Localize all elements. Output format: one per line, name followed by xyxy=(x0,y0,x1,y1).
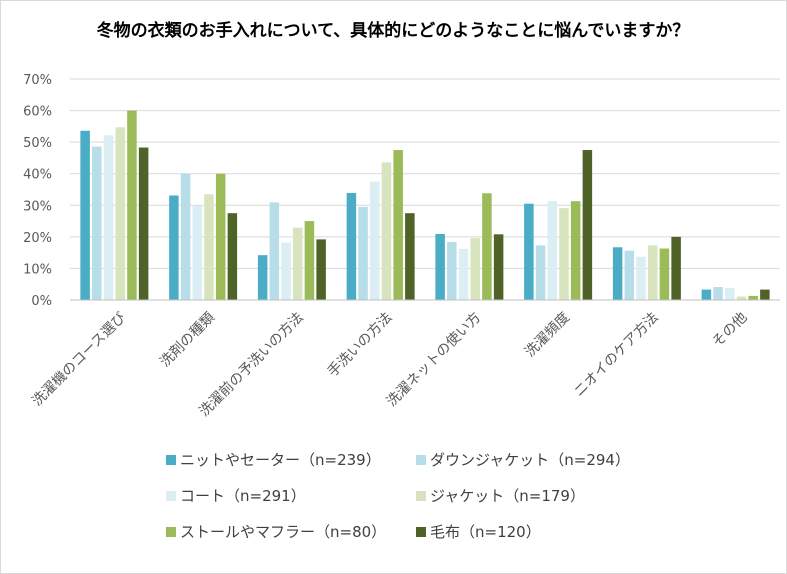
category-label: 洗剤の種類 xyxy=(157,310,218,371)
bar xyxy=(281,242,291,300)
bar xyxy=(636,256,646,300)
bar xyxy=(559,208,569,300)
bar xyxy=(115,127,125,300)
legend-label: コート（n=291） xyxy=(180,487,306,505)
bar xyxy=(346,192,357,300)
legend-label: ストールやマフラー（n=80） xyxy=(180,523,386,541)
legend-label: ダウンジャケット（n=294） xyxy=(430,451,630,469)
bar xyxy=(204,194,214,300)
bar xyxy=(725,288,735,300)
bar xyxy=(138,147,149,300)
bar xyxy=(659,248,670,300)
bar xyxy=(381,162,392,300)
bar xyxy=(524,203,534,300)
bar xyxy=(701,289,712,300)
y-tick-label: 20% xyxy=(23,231,52,246)
y-tick-label: 40% xyxy=(23,168,52,183)
bar xyxy=(624,250,635,300)
bar xyxy=(80,130,90,300)
bar xyxy=(435,234,445,300)
y-axis-ticks: 0% 10% 20% 30% 40% 50% 60% 70% xyxy=(23,73,52,309)
legend-swatch xyxy=(416,527,426,537)
bar xyxy=(482,193,492,300)
legend-swatch xyxy=(416,491,426,501)
bar xyxy=(748,295,758,300)
bar xyxy=(405,213,415,300)
bar xyxy=(760,289,770,300)
y-tick-label: 10% xyxy=(23,262,52,277)
bar xyxy=(647,245,658,300)
bar xyxy=(127,110,137,300)
legend-swatch xyxy=(416,455,426,465)
chart-title: 冬物の衣類のお手入れについて、具体的にどのようなことに悩んでいますか？ xyxy=(97,20,690,41)
legend-label: 毛布（n=120） xyxy=(430,523,541,541)
bar xyxy=(215,173,226,300)
y-tick-label: 0% xyxy=(31,294,52,309)
bar xyxy=(169,195,179,300)
category-labels: 洗濯機のコース選び 洗剤の種類洗濯前の予洗いの方法 手洗いの方法洗濯ネットの使い方洗… xyxy=(29,309,750,420)
bar xyxy=(447,241,457,300)
bar xyxy=(180,173,191,300)
category-label: 洗濯ネットの使い方 xyxy=(383,309,484,410)
bar xyxy=(393,150,403,300)
legend: ニットやセーター（n=239） ダウンジャケット（n=294） コート（n=291）… xyxy=(166,451,630,541)
bar xyxy=(612,247,623,300)
y-tick-label: 30% xyxy=(23,199,52,214)
category-label: その他 xyxy=(709,310,750,351)
bar xyxy=(192,205,203,300)
legend-swatch xyxy=(166,455,176,465)
bar xyxy=(370,181,380,300)
bar xyxy=(713,287,723,300)
bar xyxy=(304,221,315,300)
category-label: 洗濯頻度 xyxy=(522,310,573,361)
bar xyxy=(470,238,480,300)
category-label: 洗濯機のコース選び xyxy=(29,310,129,410)
bar xyxy=(316,239,326,300)
bar xyxy=(103,135,114,300)
y-tick-label: 50% xyxy=(23,136,52,151)
category-label: ニオイのケア方法 xyxy=(571,310,662,401)
bar xyxy=(671,236,681,300)
bar xyxy=(570,201,581,300)
bar xyxy=(292,227,303,300)
legend-label: ジャケット（n=179） xyxy=(430,487,585,505)
bar xyxy=(736,296,747,300)
bar xyxy=(493,234,504,300)
legend-swatch xyxy=(166,527,176,537)
bar xyxy=(227,213,238,300)
category-label: 手洗いの方法 xyxy=(325,310,396,381)
bar xyxy=(92,146,102,300)
bars xyxy=(80,110,770,300)
bar xyxy=(358,206,368,300)
bar xyxy=(535,245,546,300)
bar xyxy=(547,201,558,300)
bar xyxy=(582,150,593,300)
legend-swatch xyxy=(166,491,176,501)
bar xyxy=(458,248,469,300)
bar xyxy=(269,202,280,300)
y-tick-label: 70% xyxy=(23,73,52,88)
legend-label: ニットやセーター（n=239） xyxy=(180,451,381,469)
y-tick-label: 60% xyxy=(23,105,52,120)
bar xyxy=(257,255,268,300)
